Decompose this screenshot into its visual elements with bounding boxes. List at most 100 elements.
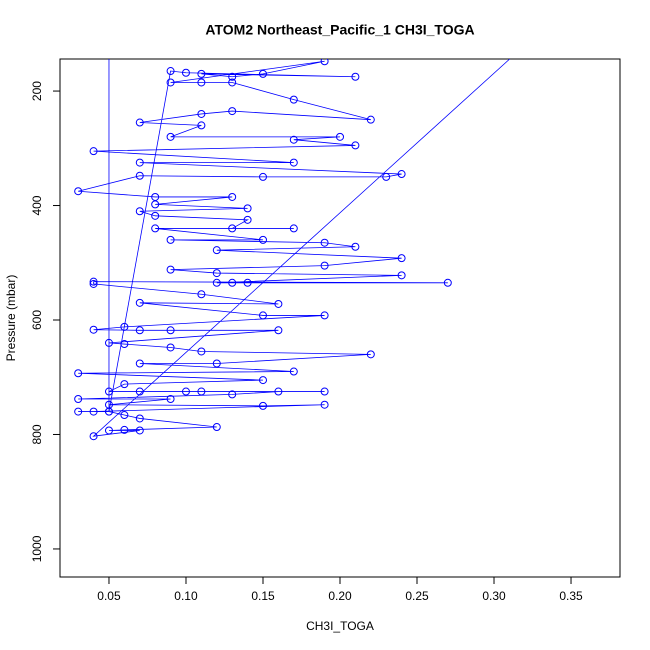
data-point [274, 387, 283, 396]
x-tick-label: 0.10 [174, 589, 198, 603]
data-point [197, 78, 206, 87]
data-point [135, 298, 144, 307]
data-point [74, 187, 83, 196]
y-tick-label: 600 [30, 310, 44, 330]
data-line [78, 59, 511, 437]
data-point [228, 78, 237, 87]
x-tick-label: 0.05 [97, 589, 121, 603]
data-point [320, 387, 329, 396]
data-point [135, 387, 144, 396]
data-point [382, 172, 391, 181]
data-point [197, 387, 206, 396]
data-point [135, 414, 144, 423]
data-point [120, 322, 129, 331]
y-tick-label: 800 [30, 424, 44, 444]
data-point [212, 423, 221, 432]
data-point [258, 69, 267, 78]
data-point [74, 394, 83, 403]
data-point [181, 387, 190, 396]
data-point [166, 132, 175, 141]
x-tick-label: 0.30 [482, 589, 506, 603]
data-point [89, 432, 98, 441]
data-point [228, 107, 237, 116]
data-point [212, 359, 221, 368]
data-point [289, 367, 298, 376]
data-point [274, 326, 283, 335]
data-point [105, 30, 112, 37]
data-point [258, 311, 267, 320]
data-point [212, 278, 221, 287]
chart-title: ATOM2 Northeast_Pacific_1 CH3I_TOGA [205, 22, 474, 38]
data-point [166, 394, 175, 403]
x-tick-label: 0.20 [328, 589, 352, 603]
data-point [89, 325, 98, 334]
data-point [166, 235, 175, 244]
data-point [228, 390, 237, 399]
data-point [120, 411, 129, 420]
data-point [351, 141, 360, 150]
data-point [120, 380, 129, 389]
data-point [89, 147, 98, 156]
data-point [336, 132, 344, 141]
data-point [397, 254, 406, 263]
data-point [397, 170, 406, 179]
data-point [320, 59, 329, 66]
plot-area [74, 30, 528, 441]
data-point [289, 158, 298, 167]
data-point [258, 376, 267, 385]
data-point [104, 426, 113, 435]
x-tick-label: 0.25 [405, 589, 429, 603]
data-point [181, 68, 190, 77]
data-point [197, 69, 206, 78]
data-point [243, 215, 252, 224]
data-point [320, 311, 329, 320]
data-point [228, 224, 237, 233]
data-point [197, 109, 206, 118]
data-point [521, 42, 528, 49]
data-point [135, 326, 144, 335]
data-point [320, 238, 329, 247]
data-point [289, 95, 298, 104]
data-point [166, 326, 175, 335]
data-point [212, 269, 221, 278]
data-point [166, 67, 175, 76]
data-point [197, 347, 206, 356]
data-point [135, 158, 144, 167]
data-point [135, 118, 144, 127]
data-point [74, 407, 83, 416]
data-point [366, 115, 375, 124]
y-tick-label: 1000 [30, 535, 44, 562]
data-point [135, 359, 144, 368]
data-point [320, 400, 329, 409]
data-point [258, 172, 267, 181]
data-point [258, 401, 267, 410]
data-point [89, 407, 98, 416]
data-point [151, 224, 160, 233]
x-tick-label: 0.15 [251, 589, 275, 603]
data-point [120, 425, 129, 434]
x-axis-label: CH3I_TOGA [306, 619, 374, 633]
y-axis-label: Pressure (mbar) [4, 275, 18, 362]
x-tick-label: 0.35 [559, 589, 583, 603]
data-point [74, 369, 83, 378]
data-point [243, 278, 252, 287]
data-point [320, 261, 329, 270]
data-point [351, 242, 360, 251]
data-point [351, 72, 360, 81]
data-point [243, 204, 252, 213]
data-point [274, 299, 283, 308]
y-tick-label: 400 [30, 195, 44, 215]
data-point [228, 278, 237, 287]
data-point [104, 387, 113, 396]
data-point [151, 211, 160, 220]
data-point [166, 78, 175, 87]
y-tick-label: 200 [30, 81, 44, 101]
data-point [197, 290, 206, 299]
data-point [104, 338, 113, 347]
data-point [135, 207, 144, 216]
data-point [212, 246, 221, 255]
data-point [289, 224, 298, 233]
data-point [89, 279, 98, 288]
data-point [228, 72, 237, 81]
